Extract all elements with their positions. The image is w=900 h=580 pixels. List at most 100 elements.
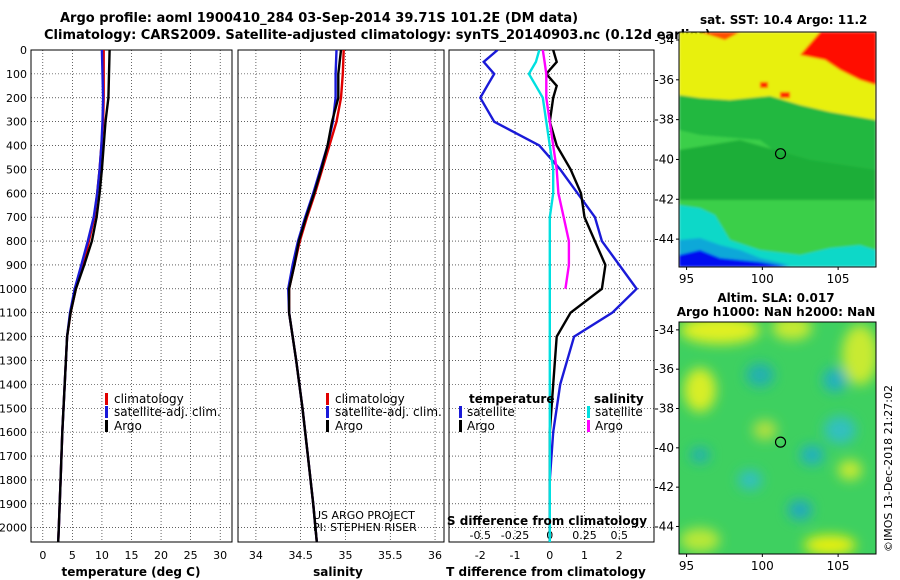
- depth-tick-label: 1900: [0, 498, 27, 511]
- legend-swatch-t-satellite: [459, 406, 462, 418]
- salinity-diff-tick-label: -0.25: [501, 529, 529, 542]
- legend-swatch-satellite: [105, 406, 108, 418]
- sla-map-frame: [678, 321, 877, 555]
- difference-panel: -2 -1 0 1 2 -0.5 -0.25 0 0.25 0.5 T difference f…: [446, 49, 655, 579]
- map-y-tick-label: -44: [654, 519, 674, 533]
- salinity-xlabel: salinity: [313, 565, 363, 579]
- salinity-legend: climatology satellite-adj. clim. Argo: [326, 392, 442, 433]
- depth-tick-label: 1000: [0, 283, 27, 296]
- map-y-tick-label: -34: [654, 323, 674, 337]
- sla-heatmap: [679, 322, 876, 554]
- temperature-legend: climatology satellite-adj. clim. Argo: [105, 392, 221, 433]
- x-tick-label: 0: [546, 549, 553, 562]
- map-x-tick-label: 95: [679, 559, 694, 573]
- x-tick-label: 36: [428, 549, 442, 562]
- x-tick-label: 35.5: [378, 549, 403, 562]
- x-tick-label: 10: [95, 549, 109, 562]
- depth-tick-label: 600: [6, 187, 27, 200]
- x-tick-label: 34.5: [288, 549, 313, 562]
- legend-swatch-satellite: [326, 406, 329, 418]
- legend-label-satellite: satellite-adj. clim.: [335, 405, 442, 419]
- series-line-argo: [287, 50, 343, 542]
- difference-xlabel-salinity: S difference from climatology: [447, 514, 647, 528]
- series-line-satellite-adj-clim-: [286, 50, 338, 542]
- credit-label: ©IMOS 13-Dec-2018 21:27:02: [882, 385, 895, 552]
- depth-tick-label: 1400: [0, 378, 27, 391]
- series-line-satellite-adj-clim-: [57, 50, 105, 542]
- legend-label-t-argo: Argo: [467, 419, 495, 433]
- x-tick-label: -1: [510, 549, 521, 562]
- salinity-diff-tick-label: -0.5: [470, 529, 491, 542]
- legend-heading-salinity: salinity: [594, 392, 644, 406]
- salinity-panel: 34 34.5 35 35.5 36 salinity climatology sate…: [237, 49, 445, 579]
- legend-swatch-climatology: [105, 393, 108, 405]
- depth-tick-label: 900: [6, 259, 27, 272]
- difference-legend: temperature satellite Argo salinity sate…: [459, 392, 644, 433]
- map-x-tick-label: 105: [827, 559, 850, 573]
- legend-label-s-argo: Argo: [595, 419, 623, 433]
- salinity-gridlines: [238, 49, 444, 542]
- legend-swatch-t-argo: [459, 420, 462, 432]
- difference-series: [478, 50, 639, 542]
- x-tick-label: 2: [616, 549, 623, 562]
- sla-map-title-2: Argo h1000: NaN h2000: NaN: [677, 305, 876, 319]
- series-line-t-argo: [544, 50, 607, 542]
- depth-tick-label: 300: [6, 116, 27, 129]
- map-x-tick-label: 100: [751, 559, 774, 573]
- map-y-tick-label: -42: [654, 192, 674, 206]
- x-tick-label: 5: [69, 549, 76, 562]
- temperature-x-tick-labels: 0 5 10 15 20 25 30: [39, 549, 227, 562]
- temperature-series: [57, 50, 111, 542]
- legend-swatch-climatology: [326, 393, 329, 405]
- salinity-diff-tick-label: 0.25: [572, 529, 597, 542]
- series-line-s-argo: [541, 50, 571, 289]
- sla-map-title-1: Altim. SLA: 0.017: [717, 291, 834, 305]
- map-y-tick-label: -44: [654, 232, 674, 246]
- legend-heading-temperature: temperature: [469, 392, 554, 406]
- depth-tick-label: 2000: [0, 522, 27, 535]
- temperature-xlabel: temperature (deg C): [62, 565, 201, 579]
- x-tick-label: 0: [39, 549, 46, 562]
- legend-label-t-satellite: satellite: [467, 405, 515, 419]
- map-x-tick-label: 95: [679, 272, 694, 286]
- depth-tick-label: 1700: [0, 450, 27, 463]
- legend-label-argo: Argo: [114, 419, 142, 433]
- depth-tick-label: 1300: [0, 354, 27, 367]
- series-line-s-satellite: [527, 50, 555, 542]
- map-y-tick-label: -34: [654, 33, 674, 47]
- sst-map-title: sat. SST: 10.4 Argo: 11.2: [700, 13, 867, 27]
- depth-tick-label: 1800: [0, 474, 27, 487]
- x-tick-label: 30: [213, 549, 227, 562]
- depth-tick-label: 1200: [0, 331, 27, 344]
- title-line-1: Argo profile: aoml 1900410_284 03-Sep-20…: [60, 11, 579, 26]
- sst-y-tick-labels: -34 -36 -38 -40 -42 -44: [654, 33, 679, 246]
- map-y-tick-label: -40: [654, 152, 674, 166]
- x-tick-label: 15: [125, 549, 139, 562]
- attribution-project: US ARGO PROJECT: [313, 509, 415, 522]
- map-y-tick-label: -38: [654, 402, 674, 416]
- map-y-tick-label: -36: [654, 73, 674, 87]
- sst-map-frame: [678, 31, 877, 268]
- series-line-climatology: [57, 50, 105, 542]
- attribution-pi: PI: STEPHEN RISER: [313, 521, 417, 534]
- difference-xlabel: T difference from climatology: [446, 565, 646, 579]
- series-line-t-satellite: [478, 50, 639, 542]
- sla-map-panel: Altim. SLA: 0.017 Argo h1000: NaN h2000:…: [654, 291, 877, 573]
- depth-tick-label: 1600: [0, 426, 27, 439]
- legend-swatch-argo: [105, 420, 108, 432]
- x-tick-label: 1: [581, 549, 588, 562]
- depth-tick-label: 700: [6, 211, 27, 224]
- depth-tick-label: 0: [20, 44, 27, 57]
- temperature-panel: 0100200300400500600700800900100011001200…: [0, 44, 233, 579]
- depth-tick-labels: 0 100 200 300 400 500 600 700 800 900 1000 1100 1200…: [0, 44, 27, 535]
- legend-label-argo: Argo: [335, 419, 363, 433]
- salinity-series: [286, 50, 345, 542]
- map-y-tick-label: -36: [654, 362, 674, 376]
- title-line-2: Climatology: CARS2009. Satellite-adjuste…: [44, 28, 711, 43]
- legend-label-climatology: climatology: [114, 392, 184, 406]
- salinity-diff-tick-label: 0.5: [611, 529, 629, 542]
- series-line-climatology: [287, 50, 345, 542]
- x-tick-label: -2: [475, 549, 486, 562]
- sla-y-tick-labels: -34 -36 -38 -40 -42 -44: [654, 323, 679, 533]
